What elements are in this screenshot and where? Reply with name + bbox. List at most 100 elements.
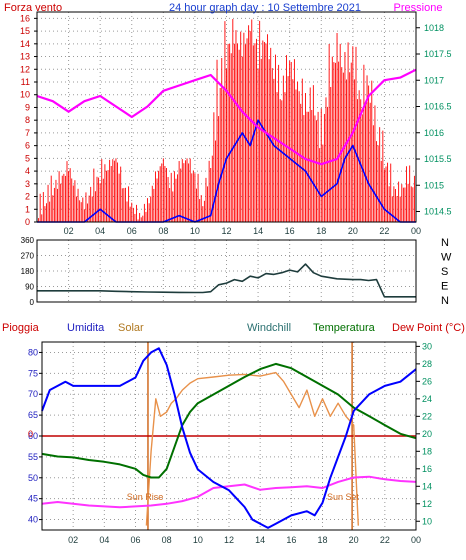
- humidity-tick: 80: [28, 347, 38, 357]
- wind-speed-tick: 16: [20, 13, 30, 23]
- panel1-x-tick: 14: [253, 226, 263, 236]
- wind-speed-tick: 10: [20, 90, 30, 100]
- pressure-tick: 1016.5: [424, 102, 452, 112]
- panel1-x-tick: 10: [190, 226, 200, 236]
- wind-speed-tick: 1: [25, 204, 30, 214]
- wind-speed-tick: 9: [25, 102, 30, 112]
- pressure-tick: 1017.5: [424, 49, 452, 59]
- panel1-x-tick: 18: [316, 226, 326, 236]
- panel3-x-tick: 20: [349, 535, 359, 545]
- temperature-tick: 26: [422, 376, 432, 386]
- panel3-x-tick: 02: [68, 535, 78, 545]
- wind-panel-frame: [36, 11, 417, 223]
- temperature-tick: 16: [422, 464, 432, 474]
- humidity-tick: 65: [28, 410, 38, 420]
- panel1-x-tick: 16: [285, 226, 295, 236]
- temperature-tick: 12: [422, 499, 432, 509]
- panel1-x-tick: 04: [95, 226, 105, 236]
- rain-zero-label: 0: [28, 429, 33, 439]
- panel1-x-tick: 02: [64, 226, 74, 236]
- pressure-tick: 1015: [424, 180, 444, 190]
- humidity-tick: 55: [28, 452, 38, 462]
- pressure-tick: 1016: [424, 128, 444, 138]
- temperature-tick: 28: [422, 359, 432, 369]
- compass-letter: N: [441, 237, 449, 249]
- wind-speed-tick: 14: [20, 39, 30, 49]
- humidity-tick: 60: [28, 431, 38, 441]
- panel3-x-tick: 08: [162, 535, 172, 545]
- pressure-tick: 1018: [424, 23, 444, 33]
- legend-solar: Solar: [118, 322, 144, 334]
- compass-letter: N: [441, 295, 449, 307]
- temperature-tick: 10: [422, 516, 432, 526]
- temperature-tick: 30: [422, 341, 432, 351]
- humidity-tick: 75: [28, 368, 38, 378]
- wind-speed-tick: 7: [25, 128, 30, 138]
- panel3-x-tick: 04: [99, 535, 109, 545]
- panel1-x-tick: 12: [221, 226, 231, 236]
- wind-speed-tick: 5: [25, 153, 30, 163]
- humidity-tick: 70: [28, 389, 38, 399]
- humidity-tick: 45: [28, 494, 38, 504]
- sunrise-label: Sun Rise: [127, 492, 164, 502]
- legend-windchill: Windchill: [247, 322, 291, 334]
- chart-title: 24 hour graph day : 10 Settembre 2021: [169, 2, 361, 14]
- wind-speed-tick: 12: [20, 64, 30, 74]
- direction-tick: 360: [21, 236, 35, 245]
- pressure-tick: 1014.5: [424, 207, 452, 217]
- climate-panel-frame: [41, 341, 417, 531]
- wind-speed-tick: 6: [25, 141, 30, 151]
- temperature-line: [41, 362, 417, 479]
- temperature-tick: 24: [422, 394, 432, 404]
- wind-speed-axis-title: Forza vento: [4, 2, 62, 14]
- pressure-line: [36, 68, 417, 166]
- panel3-x-tick: 10: [193, 535, 203, 545]
- panel1-x-tick: 22: [379, 226, 389, 236]
- compass-letter: W: [441, 252, 452, 264]
- direction-tick: 90: [25, 283, 34, 292]
- panel1-x-tick: 06: [127, 226, 137, 236]
- panel3-x-tick: 18: [317, 535, 327, 545]
- wind-average-line: [37, 119, 416, 223]
- panel3-x-tick: 06: [130, 535, 140, 545]
- legend-dewpoint: Dew Point (°C): [392, 322, 465, 334]
- legend-temperature: Temperatura: [313, 322, 376, 334]
- temperature-tick: 14: [422, 481, 432, 491]
- pressure-tick: 1017: [424, 75, 444, 85]
- panel3-x-tick: 22: [380, 535, 390, 545]
- humidity-tick: 50: [28, 473, 38, 483]
- panel3-x-tick: 14: [255, 535, 265, 545]
- panel3-x-tick: 12: [224, 535, 234, 545]
- wind-direction-line: [37, 263, 416, 298]
- panel1-x-tick: 20: [348, 226, 358, 236]
- temperature-tick: 20: [422, 429, 432, 439]
- direction-tick: 0: [30, 298, 35, 307]
- direction-tick: 270: [21, 252, 35, 261]
- solar-line: [145, 371, 359, 526]
- wind-speed-tick: 2: [25, 192, 30, 202]
- sunset-label: Sun Set: [327, 492, 360, 502]
- direction-panel-frame: [36, 239, 417, 303]
- panel3-x-tick: 00: [411, 535, 421, 545]
- humidity-tick: 40: [28, 515, 38, 525]
- panel3-x-tick: 16: [286, 535, 296, 545]
- wind-speed-tick: 0: [25, 217, 30, 227]
- legend-rain: Pioggia: [2, 322, 40, 334]
- pressure-axis-title: Pressione: [394, 2, 443, 14]
- panel1-x-tick: 08: [158, 226, 168, 236]
- wind-speed-tick: 15: [20, 26, 30, 36]
- wind-speed-tick: 13: [20, 52, 30, 62]
- wind-speed-tick: 8: [25, 115, 30, 125]
- wind-speed-tick: 11: [21, 77, 30, 87]
- temperature-tick: 22: [422, 411, 432, 421]
- compass-letter: E: [441, 281, 448, 293]
- direction-tick: 180: [21, 267, 35, 276]
- temperature-tick: 18: [422, 446, 432, 456]
- legend-humidity: Umidita: [67, 322, 105, 334]
- wind-speed-tick: 4: [25, 166, 30, 176]
- compass-letter: S: [441, 266, 448, 278]
- dewpoint-line: [41, 475, 417, 509]
- wind-speed-tick: 3: [25, 179, 30, 189]
